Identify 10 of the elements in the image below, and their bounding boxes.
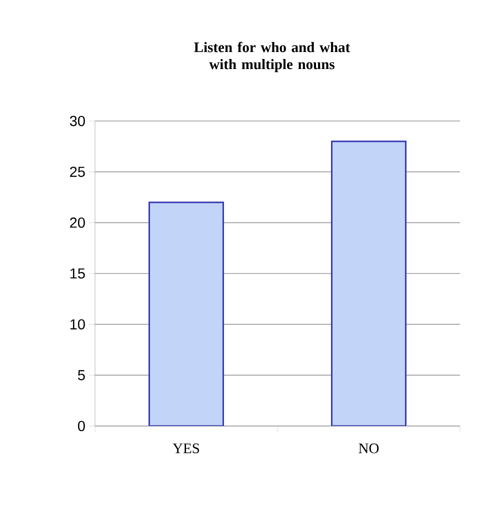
y-tick-label: 15 <box>70 268 85 279</box>
y-tick-label: 0 <box>78 420 85 432</box>
x-tick-label: NO <box>358 444 379 454</box>
x-tick-label: YES <box>172 444 200 454</box>
y-tick-label: 5 <box>78 370 85 380</box>
chart-title: Listen for who and what with multiple nouns <box>194 42 350 72</box>
y-tick-label: 30 <box>70 116 85 126</box>
y-tick-label: 10 <box>70 319 85 330</box>
y-tick-label: 25 <box>70 166 85 177</box>
y-tick-label: 20 <box>70 218 85 228</box>
